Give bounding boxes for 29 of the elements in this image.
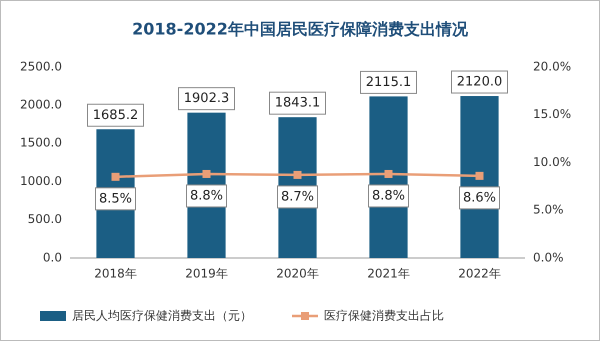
y2-tick-label: 10.0% bbox=[533, 154, 572, 169]
data-label: 8.8% bbox=[190, 188, 224, 204]
data-label: 1685.2 bbox=[92, 108, 138, 123]
data-label: 2115.1 bbox=[366, 74, 412, 90]
data-label: 2120.0 bbox=[456, 74, 502, 90]
data-label: 8.8% bbox=[372, 188, 406, 204]
y-tick-label: 1000.0 bbox=[20, 174, 62, 188]
y-tick-label: 2500.0 bbox=[20, 59, 62, 74]
data-label: 1902.3 bbox=[184, 91, 230, 106]
legend-label: 医疗保健消费支出占比 bbox=[324, 308, 444, 322]
x-tick-label: 2020年 bbox=[276, 266, 319, 280]
chart-title: 2018-2022年中国居民医疗保障消费支出情况 bbox=[132, 19, 469, 38]
y2-tick-label: 20.0% bbox=[533, 59, 572, 74]
legend-label: 居民人均医疗保健消费支出（元） bbox=[72, 308, 252, 322]
data-label: 8.7% bbox=[280, 189, 314, 204]
data-label: 8.6% bbox=[462, 190, 496, 206]
y2-tick-label: 5.0% bbox=[533, 202, 564, 217]
y-tick-label: 0.0 bbox=[42, 250, 62, 264]
data-label: 8.5% bbox=[98, 191, 132, 206]
data-label: 1843.1 bbox=[274, 96, 320, 111]
y2-tick-label: 15.0% bbox=[533, 107, 572, 122]
y2-tick-label: 0.0% bbox=[533, 250, 564, 264]
x-tick-label: 2019年 bbox=[185, 266, 228, 280]
x-tick-label: 2022年 bbox=[458, 266, 501, 280]
y-tick-label: 500.0 bbox=[28, 212, 62, 226]
x-tick-label: 2018年 bbox=[94, 266, 137, 280]
y-tick-label: 2000.0 bbox=[20, 97, 62, 112]
x-tick-label: 2021年 bbox=[367, 266, 410, 280]
y-tick-label: 1500.0 bbox=[20, 136, 62, 150]
